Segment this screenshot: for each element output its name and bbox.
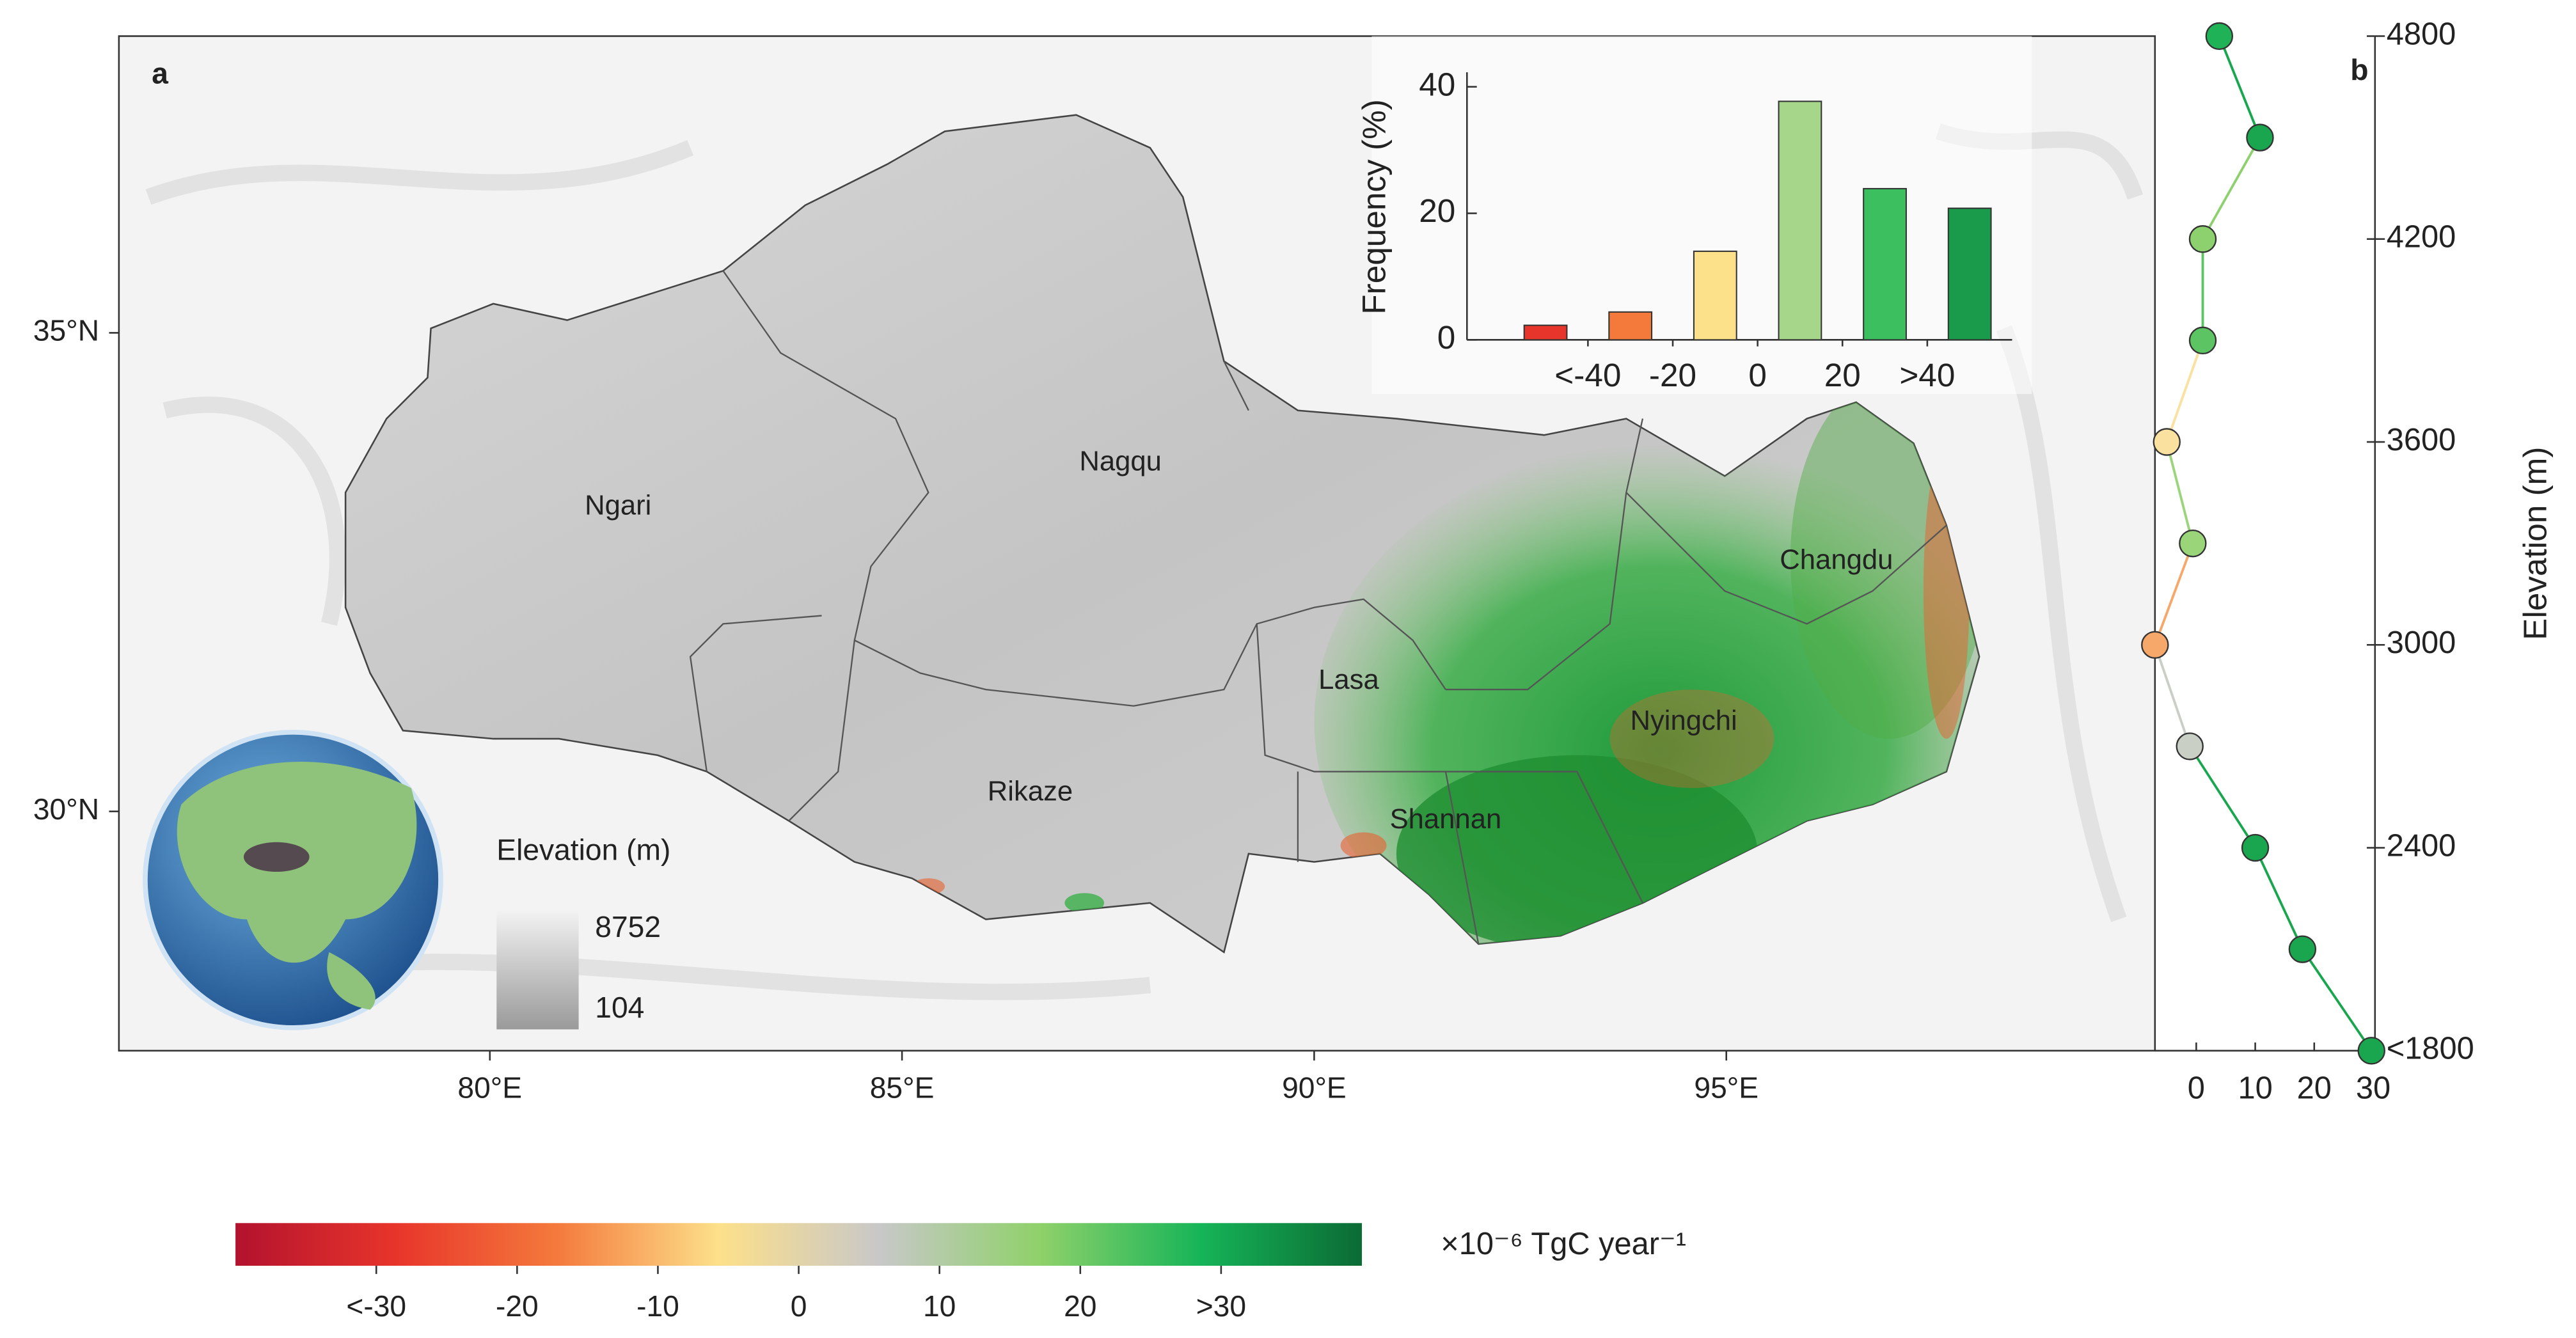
map-frame [118,35,2156,1052]
elevation-legend-bar [496,911,579,1030]
panel-label: a [152,56,168,90]
y-tick-label: 4200 [2387,220,2456,255]
bar [1693,250,1737,341]
region-borders [689,270,1947,945]
region-label: Lasa [1318,665,1379,695]
x-tick-label: 30 [2356,1071,2390,1105]
bar [1863,187,1907,341]
region-label: Changdu [1780,544,1893,575]
point [2357,1037,2385,1065]
colorbar-tick-label: >30 [1196,1289,1246,1323]
colorbar-tick-label: 0 [791,1289,807,1323]
y-tick-label: <1800 [2387,1032,2474,1066]
y-tick-label: 4800 [2387,17,2456,51]
bar [1523,324,1568,341]
point [2179,529,2207,558]
region-label: Shannan [1390,804,1502,835]
line-segment [2254,847,2304,950]
y-tick-label: 3000 [2387,626,2456,660]
x-tick-label: 20 [2297,1071,2332,1105]
x-tick-label: 0 [2188,1071,2205,1105]
point [2188,225,2217,253]
y-tick-label: 40 [1419,66,1455,102]
region-label: Rikaze [988,776,1073,807]
terrain-shading [145,123,2144,1000]
elevation-legend-min: 104 [595,991,644,1024]
colorbar-tick-label: 20 [1064,1289,1096,1323]
y-tick-label: 20 [1419,193,1455,229]
region-label: Ngari [585,491,651,521]
point [2188,326,2217,355]
line-segment [2218,35,2261,138]
y-axis-title: Frequency (%) [1356,99,1393,315]
region-label: Nagqu [1079,446,1162,476]
x-tick-label: 10 [2238,1071,2272,1105]
point [2141,631,2169,659]
line-segment [2188,745,2257,849]
point [2205,22,2234,51]
bar [1778,100,1822,341]
x-tick-label: -20 [1649,357,1696,393]
x-tick-label: <-40 [1554,357,1621,393]
colorbar-tick-label: -20 [496,1289,539,1323]
region-label: Nyingchi [1630,705,1737,736]
line-segment [2201,137,2261,240]
panel-label: b [2350,53,2368,86]
point [2176,732,2204,760]
y-tick-label: 35°N [33,314,99,347]
colorbar [235,1223,1363,1266]
line-segment [2153,644,2192,747]
point [2288,935,2317,963]
globe-inset [143,729,443,1030]
colorbar-unit: ×10⁻⁶ TgC year⁻¹ [1441,1227,1686,1261]
x-tick-label: >40 [1899,357,1955,393]
line-segment [2301,948,2373,1051]
x-tick-label: 95°E [1694,1071,1758,1105]
y-tick-label: 2400 [2387,828,2456,863]
line-segment [2154,542,2194,645]
point [2241,833,2270,862]
elevation-legend-max: 8752 [595,910,661,943]
bar [1947,207,1992,341]
bar [1608,311,1653,341]
y-tick-label: 3600 [2387,423,2456,457]
elevation-legend-title: Elevation (m) [496,833,670,866]
point [2246,123,2274,152]
line-segment [2165,340,2204,443]
y-axis-title: Elevation (m) [2517,446,2553,640]
y-tick-label: 30°N [33,792,99,826]
colorbar-tick-label: 10 [923,1289,956,1323]
x-tick-label: 20 [1824,357,1861,393]
x-tick-label: 80°E [457,1071,522,1105]
colorbar-tick-label: -10 [636,1289,679,1323]
x-tick-label: 85°E [870,1071,935,1105]
x-tick-label: 0 [1748,357,1767,393]
y-tick-label: 0 [1437,319,1456,356]
point [2153,428,2181,456]
line-segment [2165,441,2194,544]
x-tick-label: 90°E [1282,1071,1347,1105]
colorbar-tick-label: <-30 [346,1289,406,1323]
